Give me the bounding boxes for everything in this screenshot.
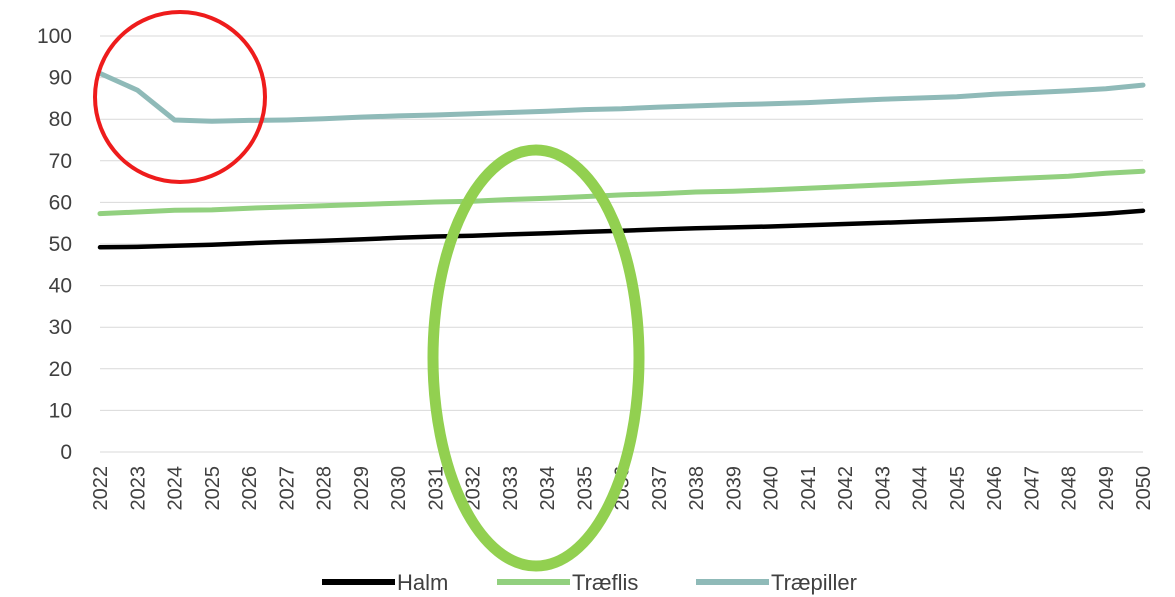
- x-tick-label: 2025: [202, 466, 224, 511]
- x-tick-label: 2049: [1096, 466, 1118, 511]
- y-tick-label: 50: [49, 233, 72, 256]
- y-tick-label: 60: [49, 191, 72, 214]
- x-tick-label: 2040: [761, 466, 783, 511]
- x-tick-label: 2039: [723, 466, 745, 511]
- y-tick-label: 20: [49, 358, 72, 381]
- x-tick-label: 2022: [90, 466, 112, 511]
- x-tick-label: 2048: [1059, 466, 1081, 511]
- x-tick-label: 2046: [984, 466, 1006, 511]
- y-tick-label: 100: [37, 25, 72, 48]
- x-tick-label: 2045: [947, 466, 969, 511]
- annotation-shapes: [93, 10, 645, 572]
- y-axis-tick-labels: 0 10 20 30 40 50 60 70 80 90 100: [37, 25, 72, 464]
- x-tick-label: 2035: [574, 466, 596, 511]
- series-line-træpiller: [97, 70, 1146, 124]
- green-highlight-ellipse: [427, 144, 645, 572]
- x-tick-label: 2041: [798, 466, 820, 511]
- x-tick-label: 2023: [127, 466, 149, 511]
- x-tick-label: 2032: [463, 466, 485, 511]
- legend-label-træflis: Træflis: [572, 570, 638, 595]
- y-tick-label: 80: [49, 108, 72, 131]
- x-tick-label: 2034: [537, 466, 559, 511]
- legend: Halm Træflis Træpiller: [322, 570, 857, 595]
- y-tick-label: 90: [49, 67, 72, 90]
- x-tick-label: 2029: [351, 466, 373, 511]
- x-tick-label: 2030: [388, 466, 410, 511]
- x-tick-label: 2044: [910, 466, 932, 511]
- red-highlight-circle: [93, 10, 267, 184]
- x-tick-label: 2042: [835, 466, 857, 511]
- x-tick-label: 2033: [500, 466, 522, 511]
- x-tick-label: 2050: [1133, 466, 1155, 511]
- x-tick-label: 2027: [276, 466, 298, 511]
- x-tick-label: 2047: [1021, 466, 1043, 511]
- y-tick-label: 40: [49, 275, 72, 298]
- legend-label-halm: Halm: [397, 570, 448, 595]
- y-tick-label: 0: [60, 441, 72, 464]
- x-tick-label: 2026: [239, 466, 261, 511]
- x-tick-label: 2028: [314, 466, 336, 511]
- x-tick-label: 2038: [686, 466, 708, 511]
- legend-label-træpiller: Træpiller: [771, 570, 857, 595]
- x-tick-label: 2043: [872, 466, 894, 511]
- y-tick-label: 30: [49, 316, 72, 339]
- series-line-træflis: [97, 168, 1146, 217]
- x-tick-label: 2031: [425, 466, 447, 511]
- x-tick-label: 2024: [165, 466, 187, 511]
- x-tick-label: 2037: [649, 466, 671, 511]
- x-axis-tick-labels: 2022 2023 2024 2025 2026 2027 2028 2029 2030 2031…: [90, 466, 1155, 511]
- y-tick-label: 10: [49, 399, 72, 422]
- y-tick-label: 70: [49, 150, 72, 173]
